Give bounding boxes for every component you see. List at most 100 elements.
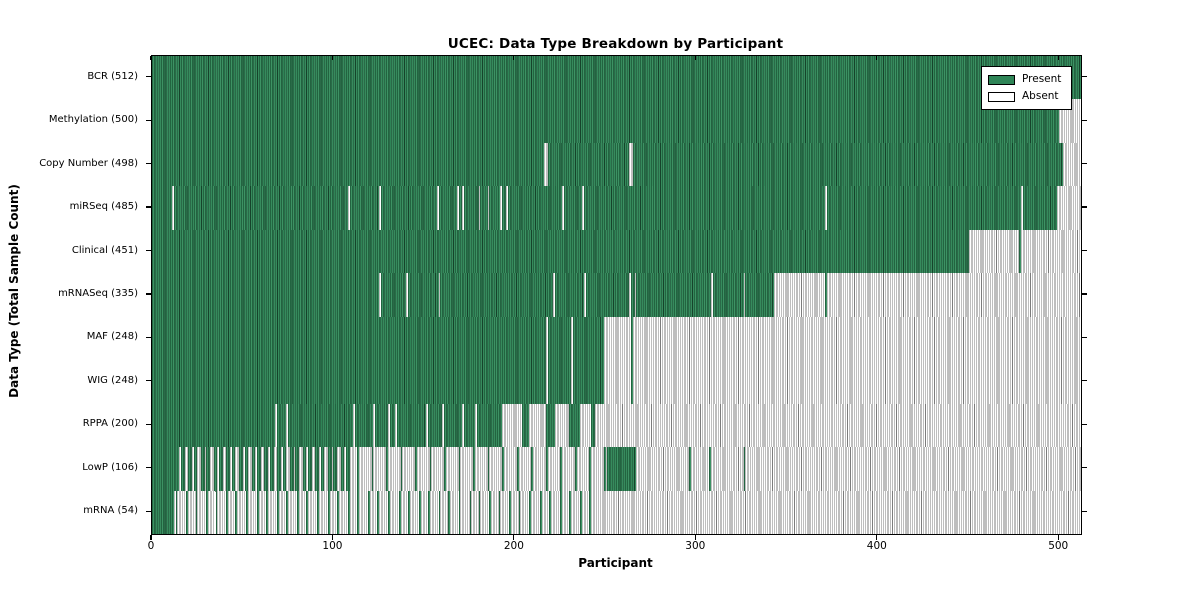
absent-segment bbox=[571, 316, 573, 361]
absent-segment bbox=[318, 490, 328, 534]
legend: Present Absent bbox=[981, 66, 1072, 110]
y-tick-label: MAF (248) bbox=[86, 331, 138, 343]
y-tick-label: miRSeq (485) bbox=[69, 201, 138, 213]
present-segment bbox=[498, 490, 501, 534]
absent-segment bbox=[344, 447, 347, 491]
present-segment bbox=[269, 447, 274, 491]
present-segment bbox=[502, 447, 504, 491]
present-segment bbox=[315, 447, 319, 491]
present-segment bbox=[340, 447, 345, 491]
absent-segment bbox=[594, 403, 1081, 448]
absent-segment bbox=[505, 186, 508, 230]
present-segment bbox=[489, 490, 492, 534]
absent-segment bbox=[583, 273, 586, 317]
present-segment bbox=[473, 447, 475, 491]
absent-segment bbox=[582, 490, 590, 534]
present-segment bbox=[213, 447, 218, 491]
present-segment bbox=[333, 447, 338, 491]
absent-segment bbox=[259, 490, 267, 534]
present-segment bbox=[288, 403, 354, 448]
absent-segment bbox=[402, 447, 416, 491]
absent-segment bbox=[230, 447, 232, 491]
row-maf bbox=[152, 316, 1081, 361]
absent-segment bbox=[636, 447, 690, 491]
absent-segment bbox=[425, 403, 428, 448]
absent-segment bbox=[826, 273, 1081, 317]
present-segment bbox=[215, 490, 218, 534]
present-segment bbox=[186, 490, 189, 534]
absent-segment bbox=[582, 186, 584, 230]
absent-segment bbox=[474, 403, 477, 448]
present-segment bbox=[480, 186, 488, 230]
absent-segment bbox=[774, 273, 826, 317]
absent-segment bbox=[416, 447, 430, 491]
present-segment bbox=[371, 447, 374, 491]
absent-segment bbox=[504, 447, 517, 491]
present-segment bbox=[152, 403, 276, 448]
absent-segment bbox=[545, 360, 548, 404]
present-segment bbox=[549, 490, 552, 534]
absent-segment bbox=[318, 447, 321, 491]
present-swatch-icon bbox=[988, 74, 1015, 85]
present-segment bbox=[502, 186, 506, 230]
absent-segment bbox=[293, 447, 296, 491]
absent-segment bbox=[591, 490, 1081, 534]
present-segment bbox=[444, 447, 446, 491]
absent-segment bbox=[237, 490, 247, 534]
absent-segment bbox=[378, 186, 381, 230]
absent-segment bbox=[438, 273, 441, 317]
x-tick-label: 100 bbox=[322, 540, 343, 552]
present-segment bbox=[709, 447, 711, 491]
absent-segment bbox=[347, 186, 350, 230]
x-tick-label: 0 bbox=[147, 540, 155, 552]
present-segment bbox=[355, 403, 374, 448]
y-tick-label: BCR (512) bbox=[87, 70, 138, 82]
absent-segment bbox=[500, 186, 503, 230]
absent-segment bbox=[171, 186, 174, 230]
absent-segment bbox=[184, 447, 189, 491]
absent-segment bbox=[518, 447, 532, 491]
present-segment bbox=[302, 447, 307, 491]
present-segment bbox=[563, 186, 583, 230]
present-segment bbox=[328, 447, 332, 491]
present-segment bbox=[603, 447, 606, 491]
absent-segment bbox=[173, 490, 176, 534]
absent-segment bbox=[471, 490, 479, 534]
absent-segment bbox=[288, 490, 298, 534]
absent-segment bbox=[442, 403, 445, 448]
present-segment bbox=[152, 490, 174, 534]
present-segment bbox=[560, 447, 563, 491]
absent-segment bbox=[217, 447, 220, 491]
present-segment bbox=[574, 447, 577, 491]
row-mrna bbox=[152, 490, 1081, 534]
present-segment bbox=[328, 490, 330, 534]
x-tick-mark bbox=[876, 535, 878, 540]
present-segment bbox=[464, 186, 479, 230]
present-segment bbox=[540, 490, 543, 534]
heatmap-rows bbox=[152, 56, 1081, 534]
absent-segment bbox=[389, 490, 399, 534]
y-tick-mark-left bbox=[146, 119, 151, 121]
absent-segment bbox=[462, 186, 465, 230]
present-segment bbox=[206, 490, 209, 534]
present-segment bbox=[277, 490, 279, 534]
legend-label-present: Present bbox=[1022, 73, 1062, 85]
present-segment bbox=[591, 403, 595, 448]
absent-segment bbox=[210, 447, 214, 491]
present-segment bbox=[246, 490, 249, 534]
absent-segment bbox=[629, 273, 631, 317]
absent-segment bbox=[387, 403, 390, 448]
y-tick-label: LowP (106) bbox=[82, 461, 138, 473]
y-tick-mark-right bbox=[1081, 423, 1087, 425]
x-tick-mark-top bbox=[150, 56, 152, 60]
absent-segment bbox=[460, 447, 474, 491]
absent-segment bbox=[632, 360, 1081, 404]
absent-segment bbox=[533, 447, 546, 491]
present-segment bbox=[415, 447, 417, 491]
absent-segment bbox=[968, 229, 1020, 274]
absent-segment bbox=[520, 490, 530, 534]
absent-segment bbox=[369, 490, 377, 534]
absent-segment bbox=[248, 490, 258, 534]
absent-segment bbox=[1059, 99, 1081, 143]
present-segment bbox=[547, 142, 630, 187]
